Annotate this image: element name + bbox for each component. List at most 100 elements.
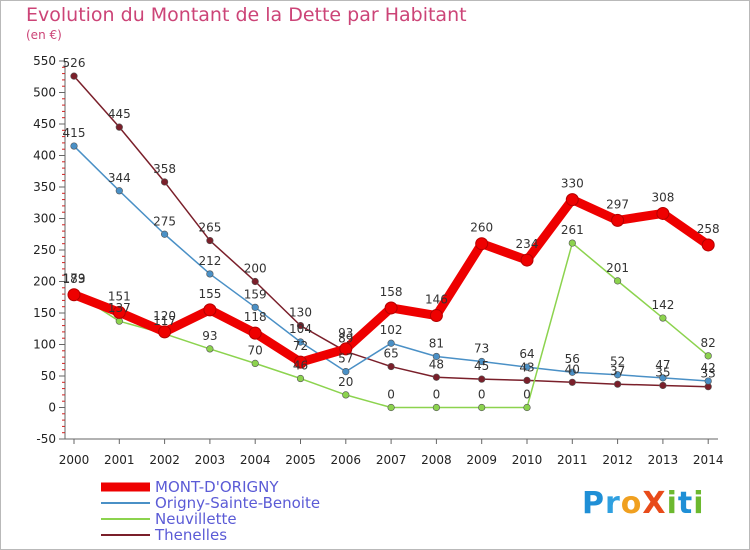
x-tick-label: 2012 (602, 453, 633, 467)
data-label: 64 (519, 347, 534, 361)
data-label: 526 (63, 56, 86, 70)
y-axis-unit-label: (en €) (26, 28, 62, 42)
data-label: 52 (610, 355, 625, 369)
data-label: 155 (198, 287, 221, 301)
proxiti-logo: ProXiti (582, 486, 705, 521)
x-tick-label: 2006 (331, 453, 362, 467)
data-point (115, 317, 123, 325)
data-point (478, 357, 486, 366)
data-point (613, 371, 622, 379)
data-point (523, 363, 531, 371)
legend-label: Thenelles (154, 526, 227, 544)
data-label: 297 (606, 197, 629, 211)
data-label: 200 (244, 262, 267, 276)
data-label: 70 (248, 343, 263, 357)
data-point (704, 352, 712, 360)
logo-letter: r (605, 486, 621, 521)
data-point (206, 270, 214, 278)
x-tick-label: 2004 (240, 453, 271, 467)
data-point (613, 277, 622, 285)
data-label: 0 (478, 388, 486, 402)
data-point (112, 305, 126, 319)
data-point (565, 193, 579, 207)
y-tick-label: 350 (33, 180, 56, 194)
data-point (568, 239, 576, 247)
data-point (248, 326, 262, 340)
x-tick-label: 2007 (376, 453, 407, 467)
x-tick-label: 2009 (466, 453, 497, 467)
y-tick-label: 150 (33, 306, 56, 320)
data-label: 415 (63, 126, 86, 140)
data-point (296, 322, 305, 330)
data-point (387, 403, 395, 412)
data-point (67, 288, 81, 302)
x-tick-label: 2010 (512, 453, 543, 467)
data-label: 118 (244, 310, 267, 324)
data-point (206, 345, 214, 353)
data-label: 183 (63, 272, 86, 286)
data-label: 72 (293, 339, 308, 353)
data-point (203, 303, 217, 317)
data-label: 358 (153, 162, 176, 176)
data-label: 73 (474, 342, 489, 356)
x-tick-label: 2000 (59, 453, 90, 467)
y-tick-label: 450 (33, 117, 56, 131)
data-point (429, 309, 443, 323)
x-tick-label: 2005 (285, 453, 316, 467)
data-point (387, 339, 395, 347)
data-label: 275 (153, 214, 176, 228)
data-point (523, 403, 531, 412)
data-label: 42 (701, 361, 716, 375)
data-label: 265 (198, 221, 221, 235)
x-tick-label: 2013 (648, 453, 679, 467)
legend-label: Neuvillette (155, 510, 237, 528)
data-label: 212 (198, 254, 221, 268)
data-label: 20 (338, 375, 353, 389)
data-point (251, 359, 259, 368)
chart-axes: -500501001502002503003504004505005502000… (33, 54, 723, 467)
logo-letter: i (666, 486, 678, 521)
logo-letter: o (620, 486, 643, 521)
data-label: 45 (474, 359, 489, 373)
data-label: 33 (701, 367, 716, 381)
data-label: 37 (610, 364, 625, 378)
logo-letter: X (642, 486, 667, 521)
x-tick-label: 2003 (195, 453, 226, 467)
data-label: 117 (153, 314, 176, 328)
data-label: 234 (516, 237, 539, 251)
x-tick-label: 2008 (421, 453, 452, 467)
data-label: 65 (383, 347, 398, 361)
logo-letter: P (582, 486, 605, 521)
data-label: 142 (651, 298, 674, 312)
data-label: 81 (429, 336, 444, 350)
data-label: 57 (338, 352, 353, 366)
data-label: 46 (293, 359, 308, 373)
x-tick-label: 2011 (557, 453, 588, 467)
legend-label: MONT-D'ORIGNY (155, 478, 279, 496)
data-label: 93 (202, 329, 217, 343)
data-label: 344 (108, 171, 131, 185)
data-point (158, 325, 172, 339)
data-label: 261 (561, 223, 584, 237)
data-label: 260 (470, 221, 493, 235)
data-point (478, 403, 486, 412)
data-label: 146 (425, 293, 448, 307)
data-point (568, 378, 576, 386)
data-label: 151 (108, 289, 131, 303)
data-point (432, 373, 441, 381)
data-point (432, 403, 441, 412)
data-label: 158 (380, 285, 403, 299)
data-label: 102 (380, 323, 403, 337)
data-label: 104 (289, 322, 312, 336)
y-tick-label: 100 (33, 338, 56, 352)
data-point (701, 238, 715, 252)
data-point (251, 303, 259, 311)
data-point (70, 142, 78, 150)
chart-legend: MONT-D'ORIGNYOrigny-Sainte-BenoiteNeuvil… (101, 478, 320, 544)
logo-letter: t (677, 486, 694, 521)
data-point (384, 301, 398, 315)
y-tick-label: 550 (33, 54, 56, 68)
data-label: 40 (565, 362, 580, 376)
data-point (611, 213, 625, 227)
